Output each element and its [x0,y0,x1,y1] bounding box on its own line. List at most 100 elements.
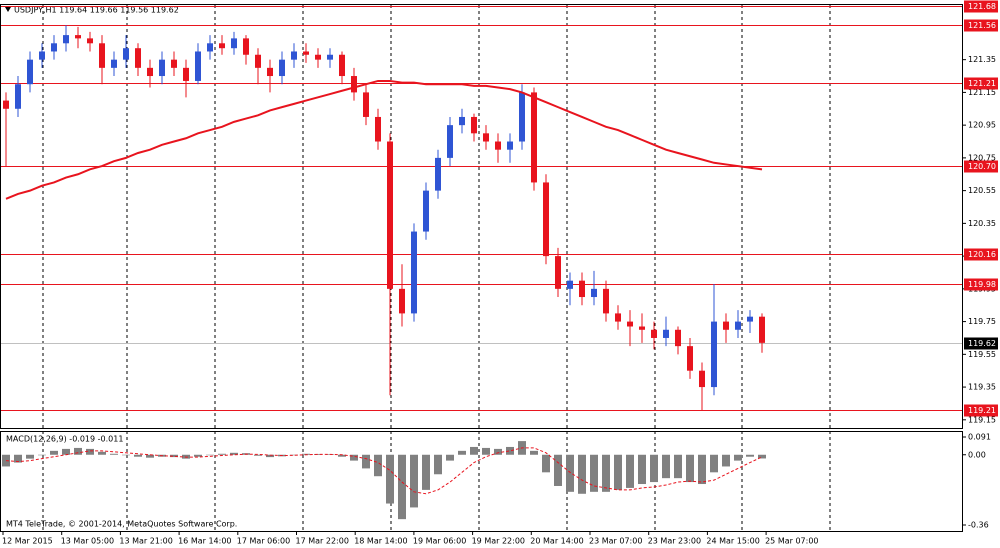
candle-body [243,38,249,55]
level-label: 119.98 [968,280,996,289]
candle-body [639,326,645,330]
x-tick-label: 17 Mar 06:00 [237,537,290,546]
y-tick-label: 0.091 [968,433,991,442]
candle-body [675,329,681,347]
level-label: 121.56 [968,21,996,30]
y-tick-label: 119.15 [968,415,996,424]
macd-bar [746,454,754,457]
y-tick-label: 119.55 [968,350,996,359]
candle-body [471,116,477,134]
symbol-menu[interactable] [5,7,11,12]
macd-bar [506,446,514,455]
candle-body [651,329,657,338]
macd-bar [314,453,322,455]
macd-bar [350,454,358,461]
macd-bar [734,454,742,461]
candle-body [279,59,285,77]
level-label: 119.21 [968,406,996,415]
macd-bar [386,454,394,504]
macd-bar [446,454,454,461]
candle-body [759,316,765,343]
macd-bar [434,454,442,475]
macd-bar [482,447,490,455]
candle-body [327,54,333,60]
candle-body [519,92,525,142]
candle-body [111,59,117,68]
macd-bar [374,454,382,477]
candle-body [75,35,81,39]
candle-body [723,321,729,330]
macd-bar [758,454,766,459]
current-price-label: 119.62 [968,339,996,348]
candle-body [255,54,261,68]
macd-bar [578,454,586,494]
macd-bar [218,453,226,455]
x-tick-label: 23 Mar 07:00 [589,537,642,546]
macd-bar [122,454,130,456]
macd-bar [662,454,670,479]
candle-body [687,346,693,371]
candle-body [39,51,45,60]
candle-body [627,321,633,327]
candle-body [375,116,381,142]
moving-average [5,79,763,200]
macd-frame [0,431,963,532]
candle-body [63,35,69,44]
level-label: 121.21 [968,79,996,88]
candle-body [15,84,21,109]
candle-body [99,43,105,68]
level-label: 120.16 [968,250,996,259]
y-tick-label: -0.36 [968,521,989,530]
macd-bar [110,453,118,455]
candle-body [567,280,573,289]
macd-bar [14,454,22,463]
current-price-tag [964,337,998,350]
macd-bar [494,448,502,455]
candle-body [207,43,213,52]
macd-bar [650,454,658,483]
x-tick-label: 17 Mar 22:00 [296,537,349,546]
y-tick-label: 120.55 [968,186,996,195]
candle-body [495,141,501,150]
y-tick-label: 120.75 [968,153,996,162]
candle-body [435,157,441,191]
macd-bar [50,450,58,455]
candle-body [747,316,753,322]
y-tick-label: 120.95 [968,121,996,130]
x-tick-label: 13 Mar 05:00 [61,537,114,546]
candle-body [123,48,129,60]
level-tag [964,160,998,173]
macd-bar [266,454,274,458]
candle-body [195,51,201,81]
macd-bar [146,454,154,458]
macd-bar [62,448,70,455]
macd-bar [338,454,346,457]
macd-bar [98,451,106,455]
candle-body [315,54,321,60]
candle-body [663,329,669,338]
macd-bar [602,454,610,492]
macd-title: MACD(12,26,9) -0.019 -0.011 [6,435,123,444]
macd-bar [554,454,562,486]
candle-body [411,231,417,314]
vertical-grid [42,5,831,531]
macd-bar [86,448,94,455]
candle-body [339,54,345,77]
candle-body [579,280,585,298]
candle-body [447,125,453,158]
macd-bar [542,454,550,473]
candle-body [543,182,549,257]
candle-body [351,76,357,93]
price-frame [0,4,963,429]
macd-bar [398,454,406,520]
level-tag [964,0,998,13]
candle-body [147,67,153,77]
macd-bar [470,446,478,455]
x-tick-label: 18 Mar 14:00 [354,537,407,546]
candle-body [531,92,537,183]
macd-bar [134,454,142,457]
candle-body [555,256,561,289]
y-tick-label: 121.15 [968,88,996,97]
candle-body [483,133,489,142]
